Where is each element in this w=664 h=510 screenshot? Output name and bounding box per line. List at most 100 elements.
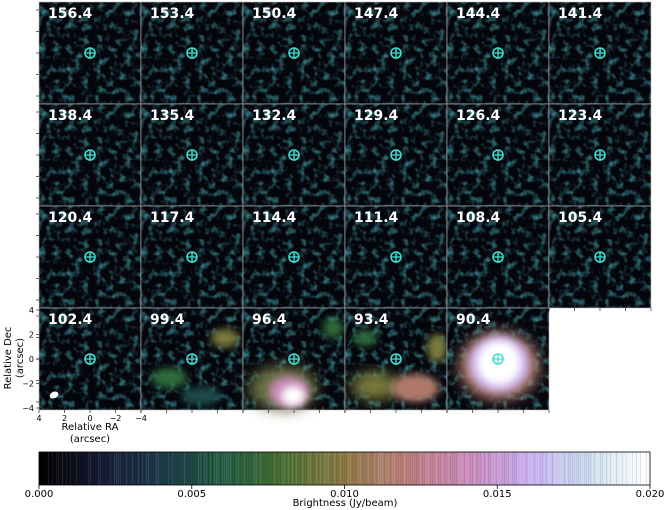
colorbar-stripes (40, 452, 649, 485)
colorbar-stripe (312, 452, 313, 485)
panel-velocity-label: 105.4 (558, 210, 603, 226)
emission-region (477, 341, 521, 385)
colorbar-stripe (330, 452, 331, 485)
colorbar-ticks: 0.000 0.005 0.010 0.015 0.020 (25, 485, 664, 500)
colorbar-stripe (608, 452, 609, 485)
colorbar-stripe (518, 452, 519, 485)
emission-region (351, 372, 399, 400)
source-marker-icon (390, 47, 402, 59)
colorbar-stripe (366, 452, 367, 485)
colorbar-stripe (420, 452, 421, 485)
colorbar-stripe (282, 452, 283, 485)
colorbar-stripe (430, 452, 431, 485)
colorbar-stripe (474, 452, 475, 485)
panel-velocity-label: 126.4 (456, 108, 501, 124)
colorbar-gradient (38, 451, 651, 486)
colorbar-stripe (162, 452, 163, 485)
source-marker-icon (288, 251, 300, 263)
colorbar-stripe (448, 452, 449, 485)
channel-panel: 156.4 (36, 1, 142, 105)
colorbar-stripe (90, 452, 91, 485)
colorbar-stripe (466, 452, 467, 485)
colorbar-stripe (468, 452, 469, 485)
source-marker-icon (390, 149, 402, 161)
colorbar-stripe (96, 452, 97, 485)
colorbar-stripe (488, 452, 489, 485)
y-tick-label: 2 (29, 331, 34, 340)
colorbar-stripe (472, 452, 473, 485)
colorbar-stripe (486, 452, 487, 485)
colorbar-stripe (526, 452, 527, 485)
colorbar-stripe (562, 452, 563, 485)
source-marker-icon (390, 251, 402, 263)
colorbar-stripe (336, 452, 337, 485)
colorbar-stripe (538, 452, 539, 485)
colorbar-stripe (66, 452, 67, 485)
colorbar-stripe (44, 452, 45, 485)
colorbar-stripe (272, 452, 273, 485)
colorbar-stripe (500, 452, 501, 485)
colorbar-stripe (360, 452, 361, 485)
colorbar-stripe (108, 452, 109, 485)
channel-panel: 135.4 (140, 103, 244, 207)
panel-velocity-label: 147.4 (354, 6, 399, 22)
colorbar-stripe (210, 452, 211, 485)
colorbar-stripe (178, 452, 179, 485)
channel-panel: 144.4 (446, 1, 550, 105)
colorbar-stripe (150, 452, 151, 485)
colorbar-stripe (324, 452, 325, 485)
colorbar-stripe (270, 452, 271, 485)
colorbar-stripe (428, 452, 429, 485)
channel-panel: 117.4 (140, 205, 244, 309)
colorbar-stripe (168, 452, 169, 485)
colorbar-stripe (334, 452, 335, 485)
colorbar-stripe (242, 452, 243, 485)
colorbar-stripe (548, 452, 549, 485)
colorbar-stripe (140, 452, 141, 485)
colorbar-stripe (358, 452, 359, 485)
colorbar-stripe (240, 452, 241, 485)
colorbar-stripe (64, 452, 65, 485)
colorbar-stripe (304, 452, 305, 485)
colorbar-stripe (390, 452, 391, 485)
colorbar-stripe (530, 452, 531, 485)
source-marker-icon (84, 149, 96, 161)
colorbar-stripe (310, 452, 311, 485)
colorbar-stripe (164, 452, 165, 485)
colorbar-stripe (186, 452, 187, 485)
colorbar-stripe (250, 452, 251, 485)
colorbar-stripe (498, 452, 499, 485)
colorbar-stripe (92, 452, 93, 485)
emission-region (181, 387, 221, 405)
colorbar-stripe (82, 452, 83, 485)
colorbar-stripe (332, 452, 333, 485)
panel-velocity-label: 99.4 (150, 312, 185, 328)
colorbar-stripe (116, 452, 117, 485)
panel-velocity-label: 138.4 (48, 108, 93, 124)
colorbar-stripe (406, 452, 407, 485)
source-marker-icon (84, 353, 96, 365)
colorbar-stripe (410, 452, 411, 485)
colorbar-stripe (570, 452, 571, 485)
colorbar-stripe (248, 452, 249, 485)
emission-region (427, 334, 447, 362)
channel-panel: 114.4 (242, 205, 346, 309)
channel-panel: 132.4 (242, 103, 346, 207)
y-axis-title-line1: Relative Dec (3, 327, 14, 390)
colorbar-stripe (344, 452, 345, 485)
colorbar-stripe (564, 452, 565, 485)
colorbar-stripe (190, 452, 191, 485)
colorbar-stripe (132, 452, 133, 485)
colorbar-stripe (602, 452, 603, 485)
colorbar-stripe (120, 452, 121, 485)
panel-velocity-label: 114.4 (252, 210, 297, 226)
panel-velocity-label: 111.4 (354, 210, 399, 226)
colorbar-stripe (234, 452, 235, 485)
colorbar-stripe (502, 452, 503, 485)
colorbar-stripe (454, 452, 455, 485)
colorbar-stripe (536, 452, 537, 485)
colorbar-stripe (614, 452, 615, 485)
source-marker-icon (186, 353, 198, 365)
colorbar-stripe (638, 452, 639, 485)
panel-velocity-label: 135.4 (150, 108, 195, 124)
